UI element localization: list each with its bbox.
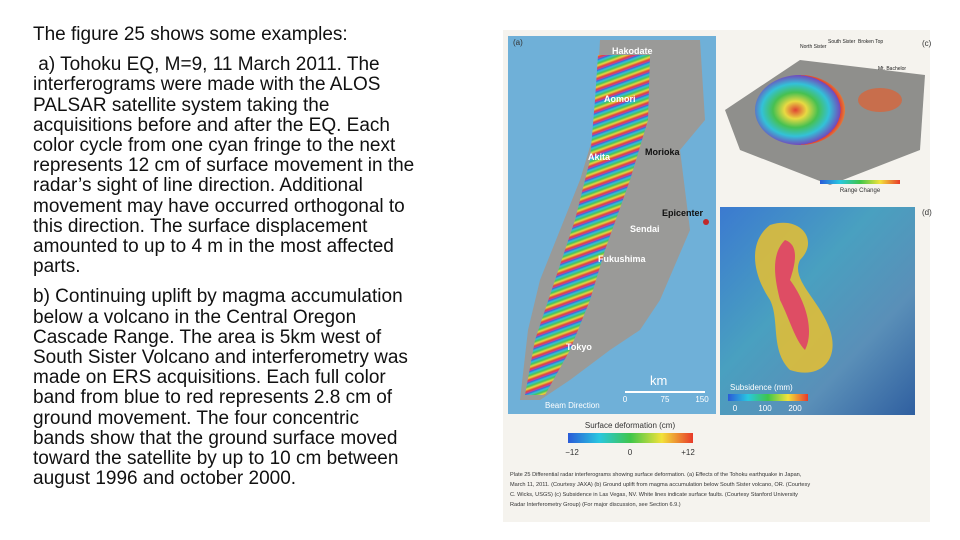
text-line: august 1996 and october 2000. xyxy=(33,468,297,490)
caption-line: March 11, 2011. (Courtesy JAXA) (b) Grou… xyxy=(510,482,810,488)
volcano-name: Broken Top xyxy=(858,39,883,45)
text-line: a) Tohoku EQ, M=9, 11 March 2011. The xyxy=(33,54,380,76)
text-line: b) Continuing uplift by magma accumulati… xyxy=(33,286,403,308)
place: Tokyo xyxy=(566,342,592,352)
place: Fukushima xyxy=(598,254,647,264)
place: Sendai xyxy=(630,224,660,234)
legend-tick: 200 xyxy=(788,404,802,413)
legend-title: Subsidence (mm) xyxy=(730,383,793,392)
legend-tick: +12 xyxy=(681,448,695,457)
paragraph: a) Tohoku EQ, M=9, 11 March 2011. The int… xyxy=(33,55,493,277)
legend-bar xyxy=(728,394,808,401)
text-line: South Sister Volcano and interferometry … xyxy=(33,347,408,369)
caption-line: C. Wicks, USGS) (c) Subsidence in Las Ve… xyxy=(510,492,798,498)
text-line: color cycle from one cyan fringe to the … xyxy=(33,135,396,157)
legend-title: Surface deformation (cm) xyxy=(585,421,676,430)
caption-line: Plate 25 Differential radar interferogra… xyxy=(510,472,802,478)
volcano-name: South Sister xyxy=(828,39,856,45)
epicenter-marker xyxy=(703,219,709,225)
legend-bar xyxy=(568,433,693,443)
text-line: radar’s sight of line direction. Additio… xyxy=(33,175,363,197)
paragraph: b) Continuing uplift by magma accumulati… xyxy=(33,287,493,489)
volcano-name: Mt. Bachelor xyxy=(878,66,906,72)
text-line: ground movement. The four concentric xyxy=(33,407,359,429)
panel-label: (a) xyxy=(513,38,523,47)
scale-tick: 150 xyxy=(695,395,709,404)
text-line: PALSAR satellite system taking the xyxy=(33,94,330,116)
legend-tick: 100 xyxy=(758,404,772,413)
legend-tick: −12 xyxy=(565,448,579,457)
text-line: The figure 25 shows some examples: xyxy=(33,24,348,45)
legend-bar xyxy=(820,180,900,184)
epicenter-label: Epicenter xyxy=(662,208,704,218)
place: Hakodate xyxy=(612,46,653,56)
text-line: acquisitions before and after the EQ. Ea… xyxy=(33,114,390,136)
body-text: The figure 25 shows some examples: a) To… xyxy=(33,24,493,489)
text-line: represents 12 cm of surface movement in … xyxy=(33,155,415,177)
fringe-strip xyxy=(525,55,650,395)
text-line: this direction. The surface displacement xyxy=(33,215,368,237)
text-line: made on ERS acquisitions. Each full colo… xyxy=(33,367,386,389)
scale-tick: 0 xyxy=(623,395,628,404)
text-line: movement may have occurred orthogonal to xyxy=(33,195,405,217)
place: Akita xyxy=(588,152,611,162)
caption-line: Radar Interferometry Group) (For major d… xyxy=(510,502,681,508)
text-line: toward the satellite by up to 10 cm betw… xyxy=(33,448,399,470)
text-line: Cascade Range. The area is 5km west of xyxy=(33,326,382,348)
scale-unit: km xyxy=(650,373,667,388)
paragraph: The figure 25 shows some examples: xyxy=(33,24,493,45)
place: Morioka xyxy=(645,147,681,157)
panel-label: (d) xyxy=(922,208,932,217)
text-line: below a volcano in the Central Oregon xyxy=(33,306,357,328)
text-line: parts. xyxy=(33,256,81,278)
legend-tick: 0 xyxy=(733,404,738,413)
text-line: amounted to up to 4 m in the most affect… xyxy=(33,236,394,258)
subsidence-core xyxy=(775,240,810,350)
uplift-rings xyxy=(755,75,845,145)
panel-label: (c) xyxy=(922,39,932,48)
place: Aomori xyxy=(604,94,636,104)
scale-tick: 75 xyxy=(661,395,670,404)
beam-label: Beam Direction xyxy=(545,401,600,410)
legend-tick: 0 xyxy=(628,448,633,457)
legend-title: Range Change xyxy=(840,188,881,194)
text-line: interferograms were made with the ALOS xyxy=(33,74,381,96)
volcano xyxy=(858,88,902,112)
text-line: band from blue to red represents 2.8 cm … xyxy=(33,387,393,409)
text-line: bands show that the ground surface moved xyxy=(33,427,398,449)
volcano-name: North Sister xyxy=(800,44,827,50)
